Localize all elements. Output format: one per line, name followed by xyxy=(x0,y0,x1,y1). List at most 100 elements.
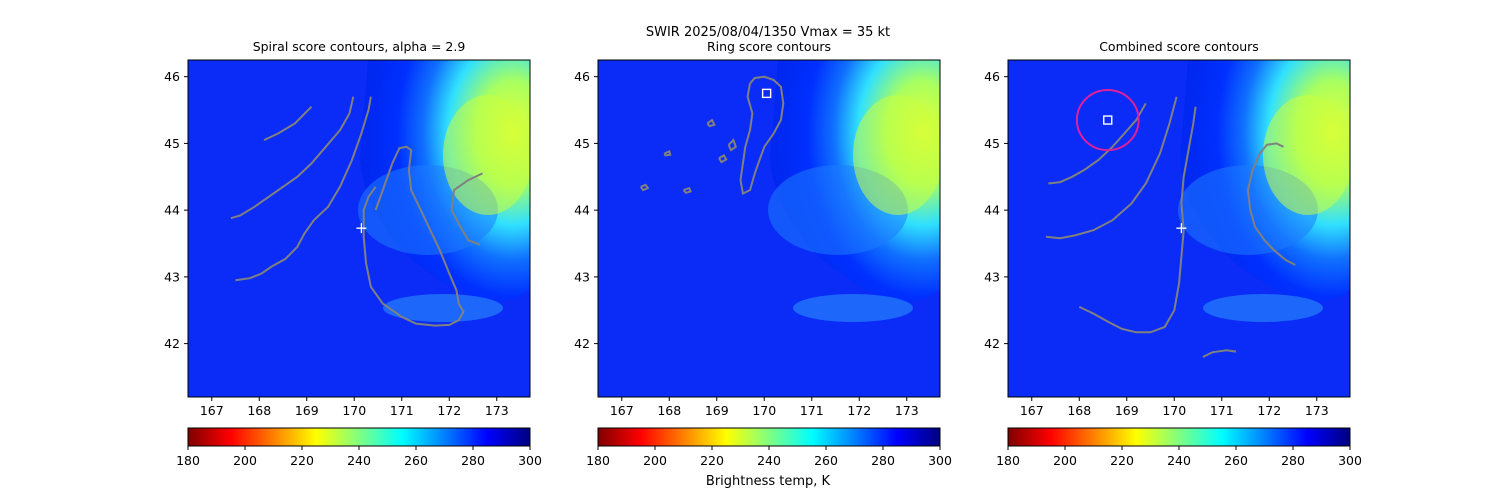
x-tick-label: 167 xyxy=(200,403,224,418)
colorbar-tick-label: 180 xyxy=(176,453,200,468)
colorbar-tick-label: 300 xyxy=(1338,453,1362,468)
x-tick-label: 173 xyxy=(1305,403,1329,418)
score-contour xyxy=(450,172,483,246)
x-tick-label: 171 xyxy=(390,403,414,418)
axes-frame xyxy=(597,59,941,398)
x-tick-label: 168 xyxy=(657,403,681,418)
colorbar-tick-label: 280 xyxy=(871,453,895,468)
x-tick-label: 170 xyxy=(752,403,776,418)
brightness-field xyxy=(598,60,940,397)
x-tick-label: 173 xyxy=(895,403,919,418)
score-contour xyxy=(739,75,785,195)
colorbar-tick-label: 200 xyxy=(643,453,667,468)
score-contour xyxy=(1246,142,1296,266)
y-tick-label: 44 xyxy=(574,203,590,218)
y-tick-label: 46 xyxy=(164,69,180,84)
cloud-band xyxy=(1263,95,1350,215)
center-plus-marker xyxy=(1176,223,1187,234)
colorbar-tick-label: 260 xyxy=(814,453,838,468)
score-contour xyxy=(1078,106,1197,334)
axes-frame xyxy=(187,59,531,398)
cloud-band xyxy=(1203,294,1323,322)
cloud-band xyxy=(853,95,940,215)
y-tick-label: 45 xyxy=(984,136,1000,151)
panel-title: Combined score contours xyxy=(1099,39,1259,54)
colorbar xyxy=(1007,427,1351,447)
score-contour xyxy=(682,186,692,194)
colorbar-tick-label: 240 xyxy=(347,453,371,468)
x-tick-label: 172 xyxy=(847,403,871,418)
cloud-band xyxy=(793,294,913,322)
figure-suptitle: SWIR 2025/08/04/1350 Vmax = 35 kt xyxy=(646,25,890,40)
x-tick-label: 168 xyxy=(1067,403,1091,418)
x-tick-label: 171 xyxy=(800,403,824,418)
colorbar xyxy=(187,427,531,447)
colorbar-tick-label: 300 xyxy=(928,453,952,468)
x-tick-label: 169 xyxy=(295,403,319,418)
colorbar-tick-label: 240 xyxy=(757,453,781,468)
x-tick-label: 172 xyxy=(1257,403,1281,418)
panel-title: Spiral score contours, alpha = 2.9 xyxy=(253,39,466,54)
score-contour xyxy=(706,118,716,128)
panel-title: Ring score contours xyxy=(707,39,831,54)
center-plus-marker xyxy=(356,223,367,234)
colorbar-tick-label: 280 xyxy=(1281,453,1305,468)
score-contour xyxy=(663,150,672,157)
score-contour xyxy=(263,105,313,142)
score-contour xyxy=(1202,349,1237,358)
colorbar-tick-label: 260 xyxy=(1224,453,1248,468)
y-tick-label: 45 xyxy=(574,136,590,151)
score-contour xyxy=(362,145,465,327)
x-tick-label: 170 xyxy=(342,403,366,418)
cloud-band xyxy=(383,294,503,322)
panel-3: Combined score contours 167 168 169 170 171 17… xyxy=(984,39,1362,468)
colorbar-tick-label: 280 xyxy=(461,453,485,468)
panel-1: Spiral score contours, alpha = 2.9 167 168… xyxy=(164,39,542,468)
score-contour xyxy=(1045,96,1178,240)
panels: Spiral score contours, alpha = 2.9 167 168… xyxy=(164,39,1362,468)
brightness-field xyxy=(188,60,530,397)
y-tick-label: 42 xyxy=(164,336,180,351)
y-tick-label: 42 xyxy=(574,336,590,351)
colorbar-tick-label: 200 xyxy=(233,453,257,468)
square-marker xyxy=(761,88,772,99)
cloud-band xyxy=(443,95,530,215)
y-tick-label: 43 xyxy=(164,269,180,284)
y-tick-label: 42 xyxy=(984,336,1000,351)
x-tick-label: 173 xyxy=(485,403,509,418)
colorbar-tick-label: 180 xyxy=(996,453,1020,468)
colorbar-tick-label: 220 xyxy=(1110,453,1134,468)
axes-frame xyxy=(1007,59,1351,398)
score-contour xyxy=(235,96,372,282)
x-tick-label: 172 xyxy=(437,403,461,418)
y-tick-label: 45 xyxy=(164,136,180,151)
y-tick-label: 44 xyxy=(984,203,1000,218)
y-tick-label: 43 xyxy=(984,269,1000,284)
score-contour xyxy=(230,96,355,220)
x-tick-label: 171 xyxy=(1210,403,1234,418)
x-tick-label: 169 xyxy=(705,403,729,418)
score-contour xyxy=(1048,102,1147,185)
score-contour xyxy=(639,183,650,192)
search-circle xyxy=(1075,89,1140,152)
score-contour xyxy=(727,138,738,152)
colorbar-tick-label: 240 xyxy=(1167,453,1191,468)
colorbar-tick-label: 300 xyxy=(518,453,542,468)
colorbar-tick-label: 200 xyxy=(1053,453,1077,468)
x-tick-label: 167 xyxy=(1020,403,1044,418)
colorbar-label: Brightness temp, K xyxy=(706,474,831,489)
x-tick-label: 169 xyxy=(1115,403,1139,418)
colorbar-tick-label: 180 xyxy=(586,453,610,468)
x-tick-label: 168 xyxy=(247,403,271,418)
x-tick-label: 170 xyxy=(1162,403,1186,418)
colorbar-tick-label: 220 xyxy=(700,453,724,468)
y-tick-label: 44 xyxy=(164,203,180,218)
y-tick-label: 46 xyxy=(984,69,1000,84)
score-contour xyxy=(718,154,728,164)
x-tick-label: 167 xyxy=(610,403,634,418)
panel-2: Ring score contours 167 168 169 170 171 172 173… xyxy=(574,39,952,468)
colorbar-tick-label: 220 xyxy=(290,453,314,468)
brightness-field xyxy=(1008,60,1350,397)
